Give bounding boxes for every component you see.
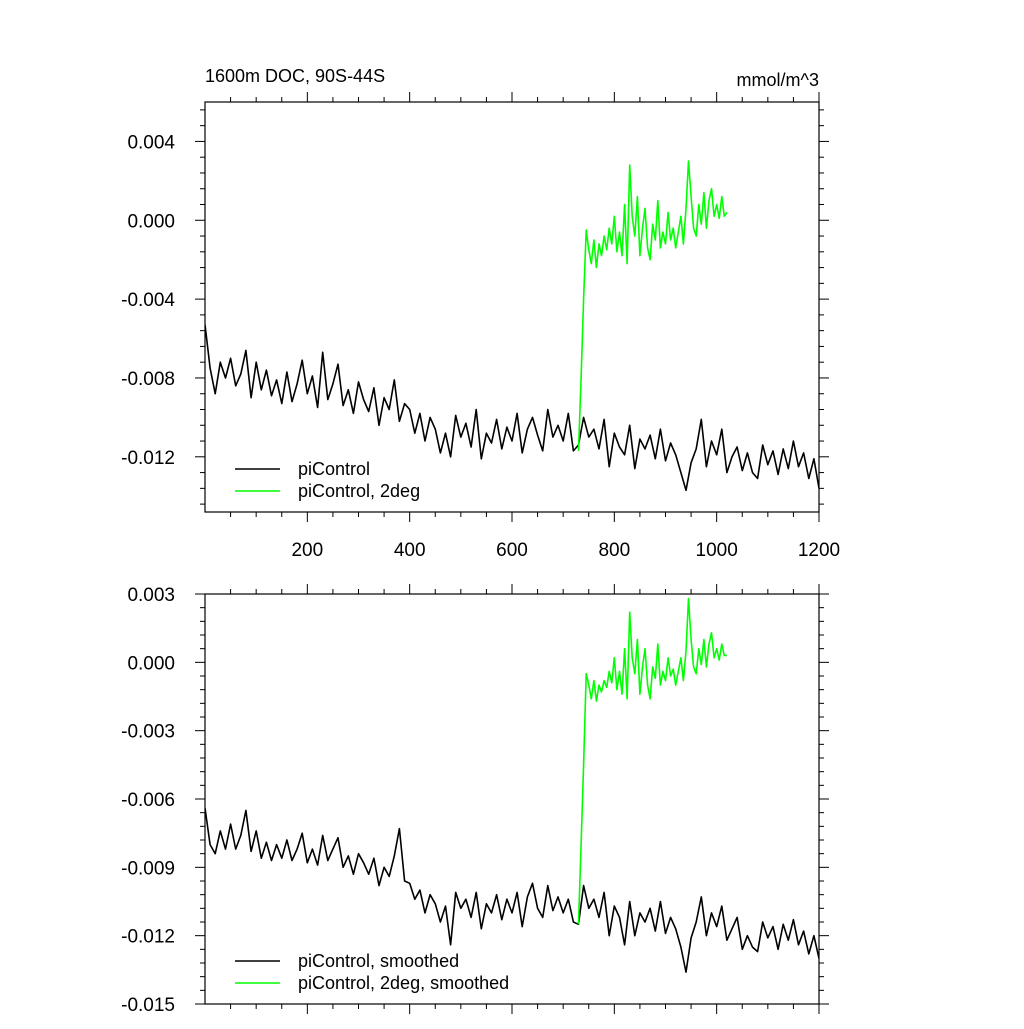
legend-label: piControl, 2deg (298, 481, 420, 501)
plot-frame (204, 101, 820, 513)
y-tick-label: -0.006 (121, 790, 175, 811)
y-tick-label: -0.012 (121, 927, 175, 948)
legend-label: piControl, 2deg, smoothed (298, 973, 509, 993)
series-line-2 (577, 597, 727, 925)
units-label: mmol/m^3 (737, 70, 819, 90)
y-tick-label: -0.003 (121, 722, 175, 743)
series-line-2 (577, 160, 728, 451)
y-tick-label: 0.003 (127, 585, 175, 606)
chart-title: 1600m DOC, 90S-44S (205, 66, 385, 86)
x-tick-label: 400 (394, 540, 426, 561)
x-tick-label: 600 (496, 540, 528, 561)
legend-label: piControl (298, 459, 370, 479)
panel-1: 200 400 600 800 1000 1200 0.004 0.000 -0.004 -0.0… (121, 66, 840, 561)
x-tick-label: 1200 (798, 540, 840, 561)
y-tick-label: 0.000 (127, 211, 175, 232)
legend-label: piControl, smoothed (298, 951, 459, 971)
y-tick-label: -0.015 (121, 995, 175, 1016)
y-tick-label: -0.009 (121, 858, 175, 879)
x-tick-label: 1000 (696, 540, 738, 561)
series-line-1 (205, 324, 819, 492)
x-tick-label: 200 (291, 540, 323, 561)
y-tick-label: 0.004 (127, 132, 175, 153)
y-tick-label: 0.000 (127, 653, 175, 674)
y-tick-label: -0.008 (121, 369, 175, 390)
x-tick-label: 800 (598, 540, 630, 561)
panel-2: 0.003 0.000 -0.003 -0.006 -0.009 -0.012 -0.015… (121, 584, 829, 1016)
y-tick-label: -0.004 (121, 290, 175, 311)
y-tick-label: -0.012 (121, 448, 175, 469)
series-line-1 (205, 807, 819, 973)
